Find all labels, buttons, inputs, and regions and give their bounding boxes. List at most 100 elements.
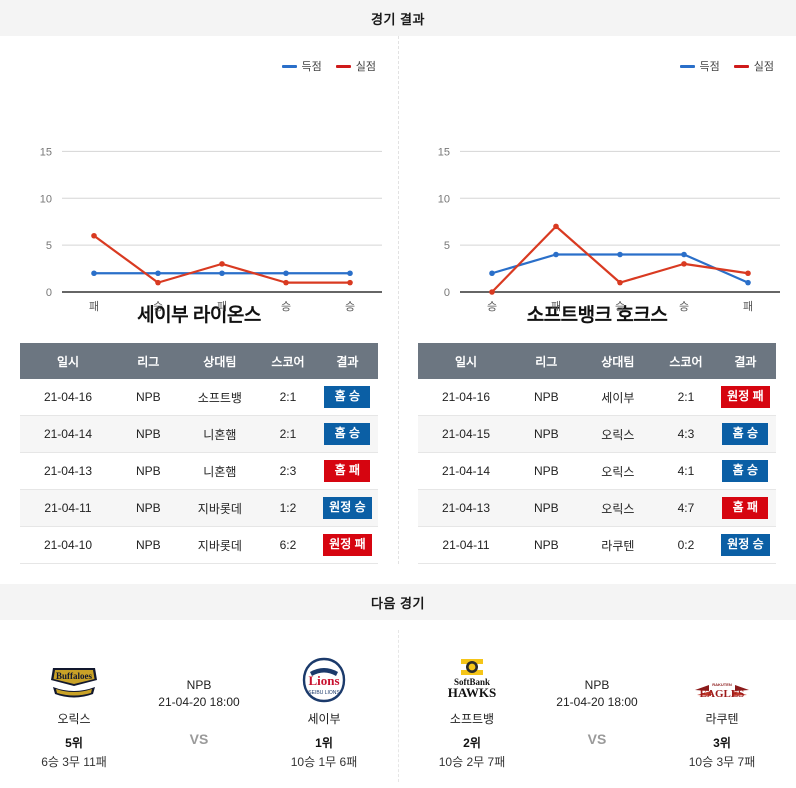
next-away-team[interactable]: RAKUTEN EAGLES 라쿠텐 3위 10승 3무 7패: [662, 646, 782, 770]
table-row[interactable]: 21-04-10 NPB 지바롯데 6:2 원정 패: [20, 526, 378, 564]
cell-score: 4:3: [657, 415, 715, 453]
away-team-rank: 3위: [713, 736, 731, 750]
next-match-right[interactable]: SoftBank HAWKS 소프트뱅 2위 10승 2무 7패 NPB 21-04-20 …: [398, 620, 796, 788]
table-row[interactable]: 21-04-15 NPB 오릭스 4:3 홈 승: [418, 415, 776, 453]
next-home-team[interactable]: Buffaloes 오릭스 5위 6승 3무 11패: [14, 646, 134, 770]
vs-label: VS: [189, 731, 209, 747]
table-header-cell: 일시: [20, 343, 116, 379]
chart-left-legend: 득점 실점: [281, 58, 376, 74]
result-badge: 홈 승: [324, 423, 371, 445]
charts-row: 득점 실점 0 5 10 15 패 승 패 승 승 세이부 라이온스 일시 리그 상대팀 스코어 결과 2…: [0, 36, 796, 564]
data-point: [155, 270, 161, 277]
cell-date: 21-04-10: [20, 526, 116, 564]
data-point: [681, 251, 687, 258]
cell-league: NPB: [115, 415, 181, 453]
y-axis-tick: 10: [438, 193, 450, 205]
legend-swatch-conceded: [733, 64, 749, 68]
data-point: [283, 270, 289, 277]
cell-league: NPB: [513, 379, 579, 416]
cell-date: 21-04-15: [418, 415, 514, 453]
table-row[interactable]: 21-04-11 NPB 지바롯데 1:2 원정 승: [20, 489, 378, 527]
svg-text:RAKUTEN: RAKUTEN: [712, 682, 732, 687]
next-match-info: NPB 21-04-20 18:00 VS: [134, 646, 264, 747]
y-axis-tick: 10: [40, 193, 52, 205]
cell-result: 홈 승: [714, 415, 776, 453]
table-row[interactable]: 21-04-13 NPB 오릭스 4:7 홈 패: [418, 489, 776, 527]
result-badge: 홈 승: [722, 423, 769, 445]
cell-opponent: 지바롯데: [180, 489, 260, 527]
data-point: [553, 223, 559, 230]
result-badge: 홈 승: [722, 460, 769, 482]
data-point: [347, 270, 353, 277]
cell-league: NPB: [513, 452, 579, 490]
home-team-record: 6승 3무 11패: [41, 755, 107, 769]
chart-left-svg: 0 5 10 15 패 승 패 승 승: [40, 146, 382, 313]
x-axis-tick: 승: [153, 300, 163, 313]
home-team-name: 오릭스: [57, 712, 91, 726]
away-team-logo: RAKUTEN EAGLES: [662, 646, 782, 704]
table-header-row: 일시 리그 상대팀 스코어 결과: [418, 343, 776, 379]
table-row[interactable]: 21-04-11 NPB 라쿠텐 0:2 원정 승: [418, 526, 776, 564]
next-match-left[interactable]: Buffaloes 오릭스 5위 6승 3무 11패 NPB 21-04-20 18:00…: [0, 620, 398, 788]
away-team-record: 10승 3무 7패: [688, 755, 756, 769]
legend-item-score: 득점: [679, 58, 720, 74]
right-chart-column: 득점 실점 0 5 10 15 승 패 승 승 패 소프트뱅크 호크스 일시 리그 상대팀 스코어 결과…: [398, 36, 796, 564]
table-header-row: 일시 리그 상대팀 스코어 결과: [20, 343, 378, 379]
cell-score: 1:2: [259, 489, 317, 527]
table-row[interactable]: 21-04-14 NPB 오릭스 4:1 홈 승: [418, 452, 776, 490]
table-row[interactable]: 21-04-16 NPB 소프트뱅 2:1 홈 승: [20, 379, 378, 416]
chart-right: 득점 실점 0 5 10 15 승 패 승 승 패: [398, 36, 796, 313]
table-header-cell: 리그: [513, 343, 579, 379]
left-chart-column: 득점 실점 0 5 10 15 패 승 패 승 승 세이부 라이온스 일시 리그 상대팀 스코어 결과 2…: [0, 36, 398, 564]
match-datetime: 21-04-20 18:00: [158, 695, 240, 709]
table-holder-left: 일시 리그 상대팀 스코어 결과 21-04-16 NPB 소프트뱅 2:1 홈 승 21-04-1…: [0, 343, 398, 564]
next-section-title: 다음 경기: [371, 595, 425, 611]
cell-score: 6:2: [259, 526, 317, 564]
cell-result: 원정 패: [316, 526, 378, 564]
cell-result: 홈 승: [316, 415, 378, 453]
data-point: [489, 270, 495, 277]
cell-result: 홈 승: [316, 379, 378, 416]
legend-label-conceded: 실점: [753, 61, 774, 73]
results-section-title: 경기 결과: [371, 11, 425, 27]
cell-opponent: 세이부: [578, 379, 658, 416]
next-away-team[interactable]: Lions SEIBU LIONS 세이부 1위 10승 1무 6패: [264, 646, 384, 770]
table-header-cell: 스코어: [657, 343, 715, 379]
cell-league: NPB: [513, 415, 579, 453]
table-row[interactable]: 21-04-13 NPB 니혼햄 2:3 홈 패: [20, 452, 378, 490]
data-point: [219, 261, 225, 267]
table-row[interactable]: 21-04-14 NPB 니혼햄 2:1 홈 승: [20, 415, 378, 453]
x-axis-tick: 패: [89, 300, 99, 313]
y-axis-tick: 0: [46, 287, 52, 299]
table-header-cell: 상대팀: [180, 343, 260, 379]
x-axis-tick: 승: [281, 300, 291, 313]
x-axis-tick: 승: [615, 300, 625, 313]
x-axis-tick: 패: [551, 300, 561, 313]
legend-item-conceded: 실점: [733, 58, 774, 74]
table-row[interactable]: 21-04-16 NPB 세이부 2:1 원정 패: [418, 379, 776, 416]
legend-swatch-conceded: [335, 64, 351, 68]
cell-result: 홈 패: [714, 489, 776, 527]
next-home-team[interactable]: SoftBank HAWKS 소프트뱅 2위 10승 2무 7패: [412, 646, 532, 770]
table-header-cell: 결과: [714, 343, 776, 379]
table-header-cell: 리그: [115, 343, 181, 379]
team-title-right: 소프트뱅크 호크스: [526, 305, 668, 326]
cell-opponent: 소프트뱅: [180, 379, 260, 416]
cell-date: 21-04-16: [418, 379, 514, 416]
cell-league: NPB: [115, 489, 181, 527]
cell-result: 홈 패: [316, 452, 378, 490]
data-point: [745, 270, 751, 277]
cell-date: 21-04-13: [20, 452, 116, 490]
column-divider: [398, 36, 400, 564]
data-point: [155, 279, 161, 286]
cell-score: 2:3: [259, 452, 317, 490]
legend-swatch-score: [281, 64, 297, 68]
match-league: NPB: [584, 678, 610, 692]
away-team-rank: 1위: [315, 736, 333, 750]
seibu-lions-logo: Lions SEIBU LIONS: [302, 657, 346, 703]
result-badge: 원정 승: [323, 497, 372, 519]
cell-score: 2:1: [657, 379, 715, 416]
table-header-cell: 스코어: [259, 343, 317, 379]
